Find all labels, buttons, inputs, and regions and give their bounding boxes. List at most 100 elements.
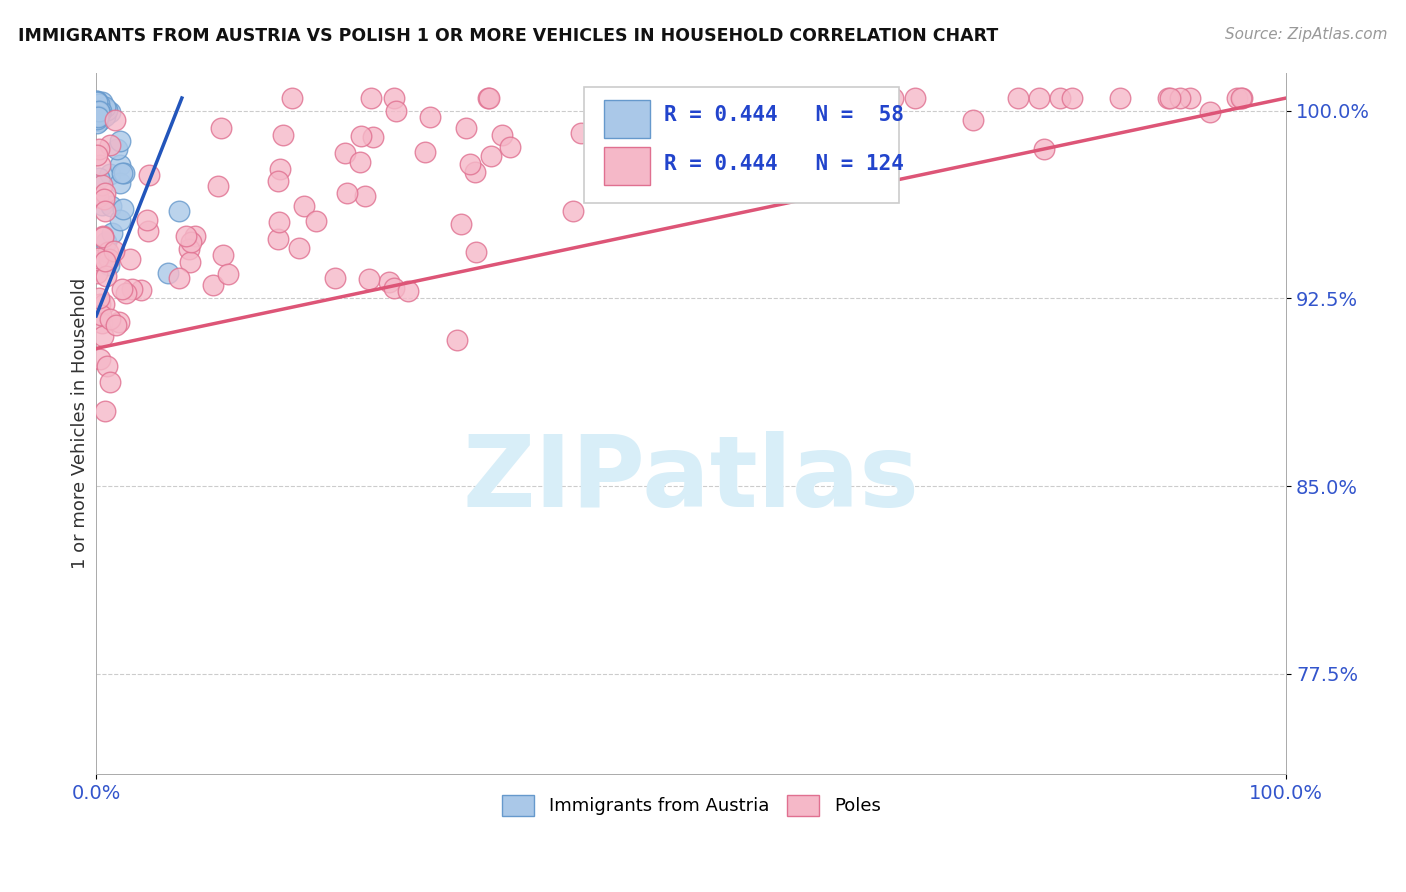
Point	[91, 95, 114, 110]
Point	[456, 120, 478, 135]
Point	[267, 173, 290, 187]
Point	[100, 198, 122, 212]
Point	[138, 169, 160, 183]
Point	[96, 359, 118, 373]
Point	[281, 91, 304, 105]
Point	[108, 176, 131, 190]
Point	[110, 134, 132, 148]
Point	[1060, 91, 1083, 105]
Point	[86, 147, 108, 161]
Point	[464, 165, 486, 179]
Point	[207, 178, 229, 193]
Point	[118, 252, 141, 266]
Point	[94, 235, 117, 249]
Point	[101, 226, 124, 240]
Point	[94, 268, 117, 283]
Point	[91, 328, 114, 343]
Point	[848, 91, 870, 105]
Point	[103, 113, 125, 128]
Legend: Immigrants from Austria, Poles: Immigrants from Austria, Poles	[492, 786, 890, 825]
Bar	[605, 100, 650, 138]
Point	[111, 166, 134, 180]
Point	[792, 91, 814, 105]
Point	[94, 254, 117, 268]
Point	[94, 204, 117, 219]
Point	[86, 105, 108, 120]
Point	[87, 103, 110, 118]
Point	[98, 105, 121, 120]
Point	[86, 95, 108, 110]
Point	[87, 104, 110, 119]
Point	[477, 91, 499, 105]
Point	[359, 272, 381, 286]
Point	[382, 91, 405, 105]
Point	[450, 217, 472, 231]
Point	[94, 109, 117, 123]
Point	[184, 229, 207, 244]
Point	[169, 270, 191, 285]
Point	[86, 266, 108, 280]
Point	[93, 186, 115, 200]
Point	[86, 95, 108, 110]
Point	[349, 154, 371, 169]
Point	[1157, 91, 1180, 105]
Point	[111, 202, 134, 217]
Point	[304, 214, 326, 228]
Point	[382, 281, 405, 295]
Point	[378, 275, 401, 289]
Point	[87, 251, 110, 265]
Point	[86, 112, 108, 126]
Point	[91, 228, 114, 243]
Point	[84, 95, 107, 109]
Point	[866, 112, 889, 127]
Point	[87, 112, 110, 127]
Point	[136, 224, 159, 238]
FancyBboxPatch shape	[583, 87, 900, 202]
Point	[111, 282, 134, 296]
Point	[353, 189, 375, 203]
Point	[491, 128, 513, 143]
Point	[616, 135, 638, 149]
Point	[98, 375, 121, 389]
Point	[96, 103, 118, 118]
Point	[87, 97, 110, 112]
Point	[93, 192, 115, 206]
Point	[335, 146, 357, 161]
Point	[479, 149, 502, 163]
Point	[1199, 104, 1222, 119]
Point	[87, 190, 110, 204]
Point	[662, 126, 685, 140]
Point	[114, 285, 136, 300]
Point	[90, 103, 112, 118]
Point	[169, 203, 191, 218]
Point	[782, 111, 804, 125]
Point	[267, 215, 290, 229]
Point	[87, 291, 110, 305]
Point	[89, 158, 111, 172]
Point	[853, 138, 876, 153]
Point	[121, 282, 143, 296]
Point	[108, 158, 131, 172]
Point	[361, 130, 384, 145]
Point	[464, 245, 486, 260]
Point	[108, 213, 131, 227]
Point	[1226, 91, 1249, 105]
Point	[104, 318, 127, 332]
Point	[86, 110, 108, 124]
Point	[1028, 91, 1050, 105]
Point	[90, 112, 112, 127]
Text: Source: ZipAtlas.com: Source: ZipAtlas.com	[1225, 27, 1388, 42]
Point	[350, 128, 373, 143]
Point	[87, 110, 110, 124]
Point	[1032, 142, 1054, 156]
Point	[1232, 91, 1254, 105]
Point	[458, 157, 481, 171]
Point	[1049, 91, 1071, 105]
Point	[87, 107, 110, 121]
Point	[87, 96, 110, 111]
Point	[90, 101, 112, 115]
Point	[360, 91, 382, 105]
Point	[90, 316, 112, 330]
Point	[666, 136, 689, 151]
Point	[180, 235, 202, 249]
